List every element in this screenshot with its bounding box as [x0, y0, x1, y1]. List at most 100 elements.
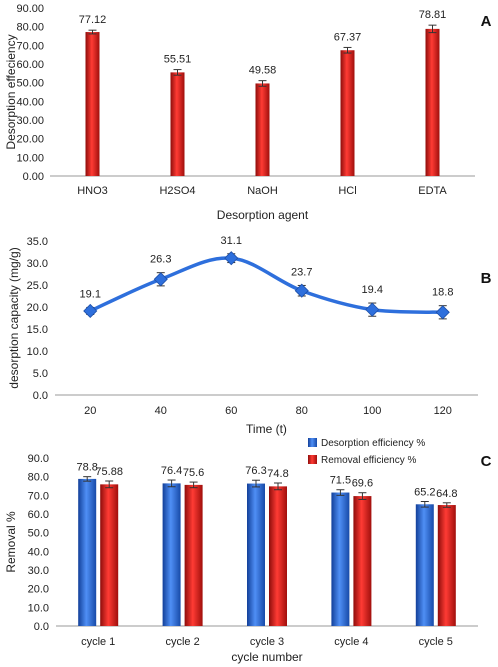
c-bar-series-1 [78, 478, 97, 626]
c-y-tick-label: 80.0 [28, 472, 49, 484]
c-legend-swatch-1 [308, 438, 317, 447]
chart-panel-a: 0.00 10.00 20.00 30.00 40.00 50.00 60.00 70.00 8… [4, 3, 492, 222]
b-point [365, 302, 380, 317]
a-data-label: 77.12 [79, 14, 107, 26]
b-x-tick-label: 100 [363, 405, 381, 417]
b-y-tick-label: 30.0 [27, 258, 48, 270]
c-y-tick-label: 60.0 [28, 509, 49, 521]
b-y-tick-label: 0.0 [33, 390, 48, 402]
chart-panel-c: 0.0 10.0 20.0 30.0 40.0 50.0 60.0 70.0 80.0 90.0 7… [4, 438, 492, 664]
c-y-tick-label: 50.0 [28, 528, 49, 540]
c-bar-series-1 [162, 483, 181, 626]
b-data-label: 18.8 [432, 287, 453, 299]
b-series-line [89, 256, 443, 315]
b-y-tick-label: 15.0 [27, 324, 48, 336]
c-bar-series-2 [184, 484, 203, 626]
c-data-label: 64.8 [436, 488, 457, 500]
a-y-tick-label: 30.00 [16, 115, 44, 127]
a-bar [340, 50, 355, 176]
c-data-label: 69.6 [352, 478, 373, 490]
c-y-tick-label: 0.0 [34, 621, 49, 633]
a-x-tick-label: HNO3 [77, 185, 108, 197]
c-bar-series-1 [415, 504, 434, 626]
a-y-tick-label: 0.00 [23, 171, 44, 183]
b-point [435, 305, 450, 320]
c-data-label: 71.5 [330, 475, 351, 487]
chart-panel-b: 0.0 5.0 10.0 15.0 20.0 25.0 30.0 35.0 19.1 20 26.3… [7, 235, 492, 436]
a-data-label: 55.51 [164, 54, 192, 66]
a-x-tick-label: H2SO4 [159, 185, 195, 197]
c-legend-label-2: Removal efficiency % [321, 455, 417, 466]
c-bar-series-1 [331, 492, 350, 626]
b-data-label: 31.1 [221, 235, 242, 247]
a-data-label: 78.81 [419, 9, 447, 21]
b-data-label: 26.3 [150, 254, 171, 266]
c-data-label: 78.8 [76, 462, 97, 474]
c-x-tick-label: cycle 1 [81, 636, 115, 648]
b-point [294, 283, 309, 298]
c-data-label: 76.4 [161, 465, 182, 477]
a-x-axis-title: Desorption agent [217, 208, 309, 222]
c-legend-swatch-2 [308, 455, 317, 464]
c-y-tick-label: 70.0 [28, 490, 49, 502]
a-x-tick-label: NaOH [247, 185, 278, 197]
b-panel-letter: B [481, 270, 492, 287]
a-y-tick-label: 70.00 [16, 40, 44, 52]
b-point [224, 251, 239, 266]
a-bar [170, 72, 185, 176]
c-x-tick-label: cycle 3 [250, 636, 284, 648]
c-y-axis-title: Removal % [4, 511, 18, 573]
a-y-tick-label: 10.00 [16, 152, 44, 164]
a-y-tick-label: 60.00 [16, 59, 44, 71]
b-point [83, 303, 98, 319]
c-bar-series-2 [100, 484, 119, 626]
a-y-tick-label: 90.00 [16, 3, 44, 15]
c-y-tick-label: 20.0 [28, 584, 49, 596]
b-y-tick-label: 20.0 [27, 302, 48, 314]
b-x-tick-label: 40 [155, 405, 167, 417]
a-bar [425, 28, 440, 176]
c-x-tick-label: cycle 4 [334, 636, 368, 648]
b-x-tick-label: 60 [225, 405, 237, 417]
a-bar [255, 83, 270, 176]
a-data-label: 49.58 [249, 65, 277, 77]
a-x-tick-label: EDTA [418, 185, 447, 197]
c-y-tick-label: 30.0 [28, 565, 49, 577]
c-y-tick-label: 10.0 [28, 602, 49, 614]
c-y-tick-label: 40.0 [28, 546, 49, 558]
c-bar-series-2 [437, 505, 456, 626]
b-data-label: 19.4 [362, 284, 383, 296]
a-y-tick-label: 40.00 [16, 96, 44, 108]
c-y-tick-label: 90.0 [28, 453, 49, 465]
a-panel-letter: A [481, 13, 492, 30]
c-x-tick-label: cycle 5 [419, 636, 453, 648]
a-y-tick-label: 80.00 [16, 22, 44, 34]
c-panel-letter: C [481, 453, 492, 470]
a-data-label: 67.37 [334, 31, 362, 43]
b-point [153, 272, 168, 287]
b-data-label: 23.7 [291, 266, 312, 278]
b-x-tick-label: 80 [296, 405, 308, 417]
a-y-tick-label: 20.00 [16, 134, 44, 146]
a-bar [85, 32, 100, 177]
b-x-tick-label: 20 [84, 405, 96, 417]
b-y-axis-title: desorption capacity (mg/g) [7, 247, 21, 388]
b-data-label: 19.1 [80, 288, 101, 300]
c-data-label: 74.8 [267, 468, 288, 480]
a-y-axis-title: Desorption effeciency [4, 34, 18, 149]
b-y-tick-label: 10.0 [27, 346, 48, 358]
b-y-tick-label: 5.0 [33, 368, 48, 380]
c-x-tick-label: cycle 2 [165, 636, 199, 648]
c-bar-series-1 [247, 483, 265, 626]
c-x-axis-title: cycle number [231, 650, 302, 664]
c-data-label: 75.88 [95, 466, 123, 478]
c-data-label: 65.2 [414, 486, 435, 498]
a-x-tick-label: HCl [338, 185, 356, 197]
c-data-label: 76.3 [245, 465, 266, 477]
b-x-tick-label: 120 [434, 405, 452, 417]
b-y-tick-label: 25.0 [27, 280, 48, 292]
c-legend-label-1: Desorption efficiency % [321, 438, 425, 449]
c-bar-series-2 [269, 486, 287, 626]
b-y-tick-label: 35.0 [27, 236, 48, 248]
